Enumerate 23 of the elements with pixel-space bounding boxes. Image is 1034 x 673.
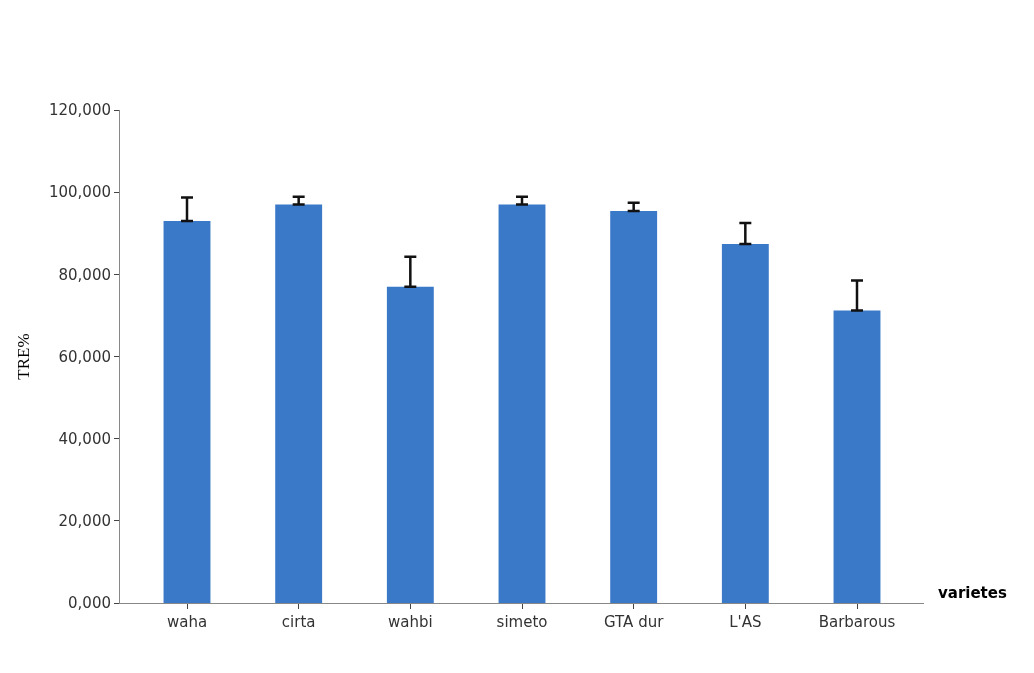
x-axis-title: varietes <box>938 584 1007 602</box>
y-tick-label: 40,000 <box>58 429 111 448</box>
bar <box>498 204 546 603</box>
bar <box>163 220 211 603</box>
bar <box>275 204 323 603</box>
x-tick-label: cirta <box>281 613 316 631</box>
x-tick-label: wahbi <box>388 613 433 631</box>
y-tick-label: 80,000 <box>58 265 111 284</box>
x-tick-label: simeto <box>496 613 548 631</box>
y-axis-title: TRE% <box>13 333 33 380</box>
x-tick-label: L'AS <box>729 613 762 631</box>
y-tick-label: 100,000 <box>48 183 111 202</box>
y-tick-label: 0,000 <box>68 594 111 613</box>
y-tick-label: 20,000 <box>58 512 111 531</box>
bar <box>833 310 881 603</box>
bar <box>721 243 769 603</box>
x-tick-label: Barbarous <box>818 613 896 631</box>
x-tick-label: waha <box>166 613 208 631</box>
y-tick-label: 60,000 <box>58 347 111 366</box>
x-tick-label: GTA dur <box>604 613 665 631</box>
y-tick-label: 120,000 <box>48 101 111 120</box>
bar <box>386 286 434 603</box>
bar <box>610 211 658 603</box>
